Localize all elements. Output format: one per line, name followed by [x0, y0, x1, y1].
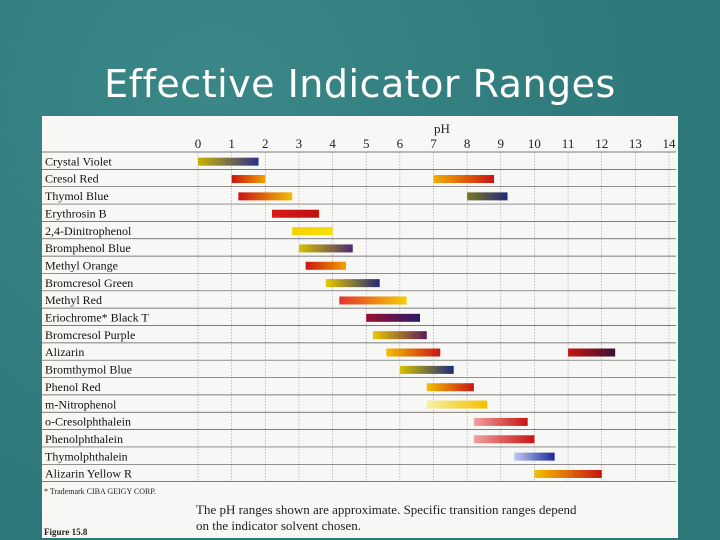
slide-title: Effective Indicator Ranges [104, 62, 616, 106]
indicator-label: Crystal Violet [45, 154, 112, 168]
ph-tick-label: 5 [363, 136, 370, 151]
indicator-range-bar [534, 469, 602, 478]
indicator-range-bar [372, 331, 427, 340]
ph-tick-label: 11 [562, 136, 575, 151]
indicator-label: m-Nitrophenol [45, 397, 117, 411]
ph-tick-label: 4 [329, 136, 336, 151]
indicator-range-bar [473, 417, 528, 426]
indicator-range-bar [433, 175, 495, 184]
ph-tick-label: 6 [397, 136, 404, 151]
ph-tick-label: 0 [195, 136, 202, 151]
ph-tick-label: 2 [262, 136, 269, 151]
indicator-label: Thymolphthalein [45, 449, 128, 463]
ph-tick-label: 7 [430, 136, 437, 151]
indicator-range-bar [231, 175, 266, 184]
indicator-range-bar [426, 400, 488, 409]
ph-tick-label: 13 [629, 136, 642, 151]
indicator-range-bar [325, 279, 380, 288]
indicator-range-bar [198, 157, 259, 166]
indicator-range-bar [426, 383, 474, 392]
indicator-label: Alizarin [45, 345, 84, 359]
indicator-range-bar [272, 209, 320, 218]
indicator-range-bar [238, 192, 293, 201]
indicator-range-bar [292, 227, 333, 236]
indicator-label: Bromphenol Blue [45, 241, 131, 255]
indicator-label: Thymol Blue [45, 189, 109, 203]
indicator-label: Methyl Orange [45, 258, 118, 272]
indicator-range-bar [298, 244, 353, 253]
indicator-range-bar [305, 261, 347, 270]
indicator-range-bar [467, 192, 508, 201]
indicator-label: Alizarin Yellow R [45, 467, 132, 481]
indicator-range-bar [339, 296, 407, 305]
indicator-label: Bromcresol Green [45, 276, 133, 290]
figure-label: Figure 15.8 [44, 527, 88, 537]
indicator-label: Erythrosin B [45, 206, 107, 220]
indicator-range-bar [514, 452, 555, 461]
indicator-range-chart: 0 1 2 3 4 5 6 7 8 9 10 11 12 13 14 Crystal Violet Cresol… [42, 116, 678, 538]
ph-tick-label: 9 [498, 136, 505, 151]
range-note-line-2: on the indicator solvent chosen. [196, 518, 361, 533]
ph-tick-label: 3 [296, 136, 303, 151]
indicator-label: 2,4-Dinitrophenol [45, 224, 132, 238]
ph-tick-label: 12 [595, 136, 608, 151]
indicator-label: o-Cresolphthalein [45, 415, 131, 429]
indicator-range-bar [386, 348, 441, 357]
indicator-range-bar [366, 313, 421, 322]
bar-layer [198, 157, 616, 478]
indicator-range-bar [399, 365, 454, 374]
axis-label: pH [434, 121, 450, 136]
grid-layer [42, 151, 676, 482]
indicator-range-bar [568, 348, 616, 357]
ph-tick-label: 10 [528, 136, 541, 151]
indicator-label: Cresol Red [45, 172, 99, 186]
ph-tick-label: 1 [228, 136, 235, 151]
indicator-label: Phenolphthalein [45, 432, 123, 446]
indicator-label: Bromthymol Blue [45, 363, 132, 377]
ph-tick-label: 8 [464, 136, 471, 151]
footnote: * Trademark CIBA GEIGY CORP. [44, 487, 156, 496]
ph-tick-label: 14 [663, 136, 677, 151]
indicator-label: Bromcresol Purple [45, 328, 135, 342]
indicator-label: Phenol Red [45, 380, 101, 394]
indicator-range-bar [473, 435, 535, 444]
range-note-line-1: The pH ranges shown are approximate. Spe… [196, 502, 577, 517]
indicator-label: Eriochrome* Black T [45, 311, 149, 325]
indicator-label: Methyl Red [45, 293, 102, 307]
